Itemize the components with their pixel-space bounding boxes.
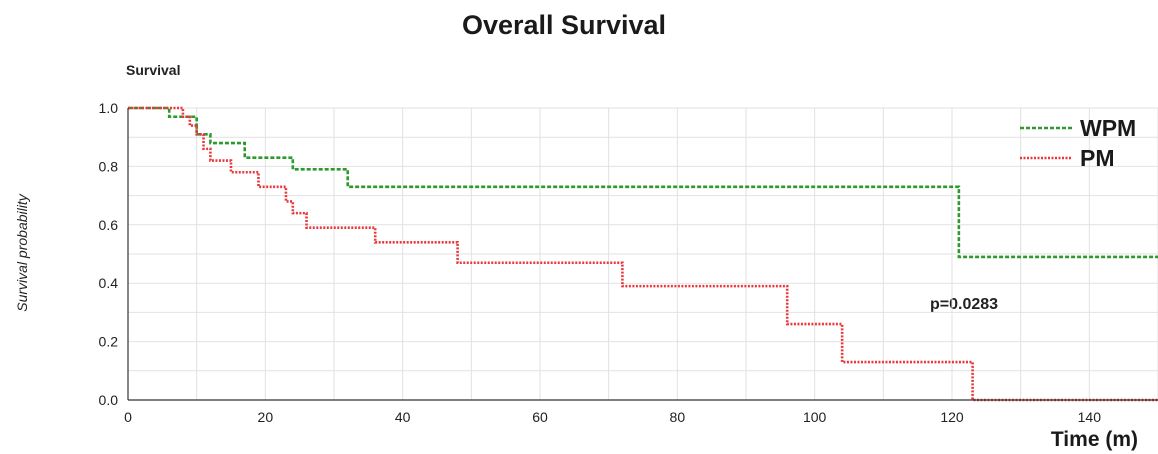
grid (128, 107, 1158, 400)
x-tick-label: 120 (940, 409, 964, 425)
legend-label-pm: PM (1080, 145, 1115, 171)
x-axis-label: Time (m) (1050, 428, 1138, 451)
series-lines (128, 106, 1158, 402)
y-tick-label: 0.2 (99, 334, 119, 350)
legend-label-wpm: WPM (1080, 115, 1136, 141)
x-tick-label: 140 (1078, 409, 1102, 425)
x-tick-label: 0 (124, 409, 132, 425)
x-tick-label: 80 (670, 409, 686, 425)
p-value-annotation: p=0.0283 (930, 296, 999, 313)
x-tick-label: 40 (395, 409, 411, 425)
y-tick-label: 0.6 (99, 217, 119, 233)
chart-title: Overall Survival (461, 10, 667, 40)
x-tick-label: 100 (803, 409, 827, 425)
x-tick-label: 60 (532, 409, 548, 425)
series-line-wpm (128, 106, 1158, 259)
y-tick-label: 0.4 (99, 275, 119, 291)
legend: WPM PM (1020, 115, 1136, 171)
y-tick-label: 0.0 (99, 392, 119, 408)
x-tick-label: 20 (258, 409, 274, 425)
y-tick-label: 1.0 (99, 100, 119, 116)
y-tick-label: 0.8 (99, 158, 119, 174)
axes: 0 20 40 60 80 100 120 140 0.0 0.2 0.4 0.6 0.8 1.0 (99, 100, 1158, 425)
chart-subtitle: Survival (126, 62, 181, 78)
